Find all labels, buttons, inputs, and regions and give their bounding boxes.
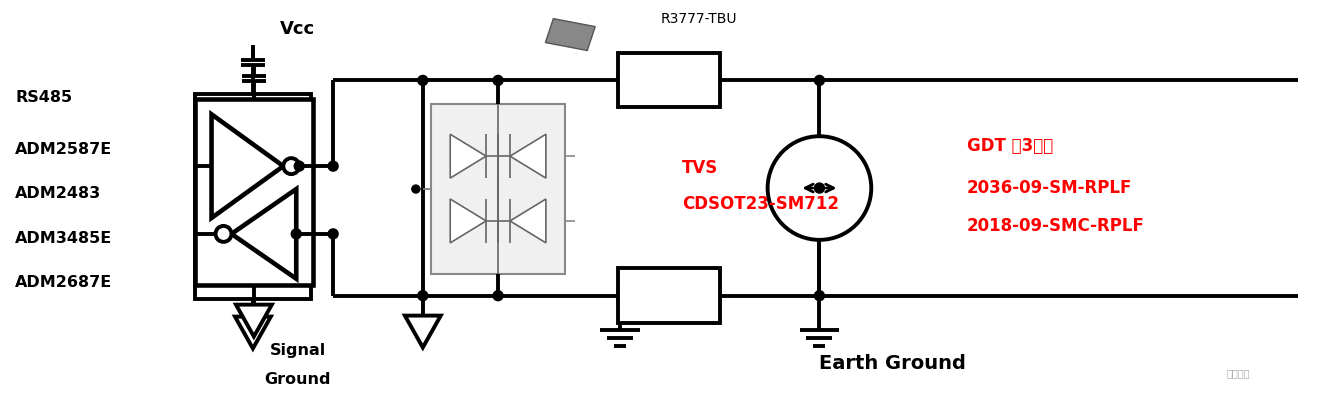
Text: 2036-09-SM-RPLF: 2036-09-SM-RPLF bbox=[967, 179, 1133, 197]
Circle shape bbox=[493, 291, 503, 301]
Text: ADM2587E: ADM2587E bbox=[16, 142, 113, 157]
Circle shape bbox=[814, 291, 824, 301]
Polygon shape bbox=[545, 19, 595, 50]
Text: GDT （3极）: GDT （3极） bbox=[967, 137, 1054, 155]
Circle shape bbox=[493, 76, 503, 85]
Polygon shape bbox=[236, 305, 271, 337]
Text: 2018-09-SMC-RPLF: 2018-09-SMC-RPLF bbox=[967, 217, 1144, 235]
Circle shape bbox=[417, 76, 428, 85]
Text: ADM2687E: ADM2687E bbox=[16, 275, 113, 290]
Text: 滔振技莢: 滔振技莢 bbox=[1226, 368, 1250, 379]
Text: TVS: TVS bbox=[682, 159, 718, 177]
Polygon shape bbox=[450, 134, 486, 178]
Text: CDSOT23-SM712: CDSOT23-SM712 bbox=[682, 195, 839, 213]
Polygon shape bbox=[232, 189, 296, 279]
Circle shape bbox=[328, 229, 338, 239]
Circle shape bbox=[216, 226, 232, 242]
Polygon shape bbox=[212, 114, 283, 218]
Text: Vcc: Vcc bbox=[281, 20, 315, 38]
Circle shape bbox=[283, 158, 299, 174]
Text: Signal: Signal bbox=[270, 343, 325, 358]
Text: RS485: RS485 bbox=[16, 90, 72, 105]
Circle shape bbox=[328, 161, 338, 171]
Bar bbox=[195, 99, 313, 285]
Circle shape bbox=[291, 229, 302, 239]
Circle shape bbox=[814, 76, 824, 85]
Text: ADM3485E: ADM3485E bbox=[16, 231, 113, 246]
Text: Ground: Ground bbox=[265, 372, 331, 387]
Polygon shape bbox=[450, 199, 486, 243]
Bar bbox=[431, 104, 565, 274]
Text: Earth Ground: Earth Ground bbox=[819, 354, 965, 372]
Circle shape bbox=[412, 185, 420, 193]
Circle shape bbox=[294, 161, 304, 171]
Bar bbox=[618, 268, 720, 322]
Polygon shape bbox=[510, 199, 545, 243]
Bar bbox=[195, 95, 311, 299]
Text: ADM2483: ADM2483 bbox=[16, 187, 101, 202]
Circle shape bbox=[814, 183, 824, 193]
Polygon shape bbox=[404, 316, 441, 347]
Bar bbox=[618, 53, 720, 107]
Text: R3777-TBU: R3777-TBU bbox=[661, 12, 738, 26]
Circle shape bbox=[417, 291, 428, 301]
Polygon shape bbox=[510, 134, 545, 178]
Polygon shape bbox=[234, 317, 271, 349]
Circle shape bbox=[768, 136, 872, 240]
